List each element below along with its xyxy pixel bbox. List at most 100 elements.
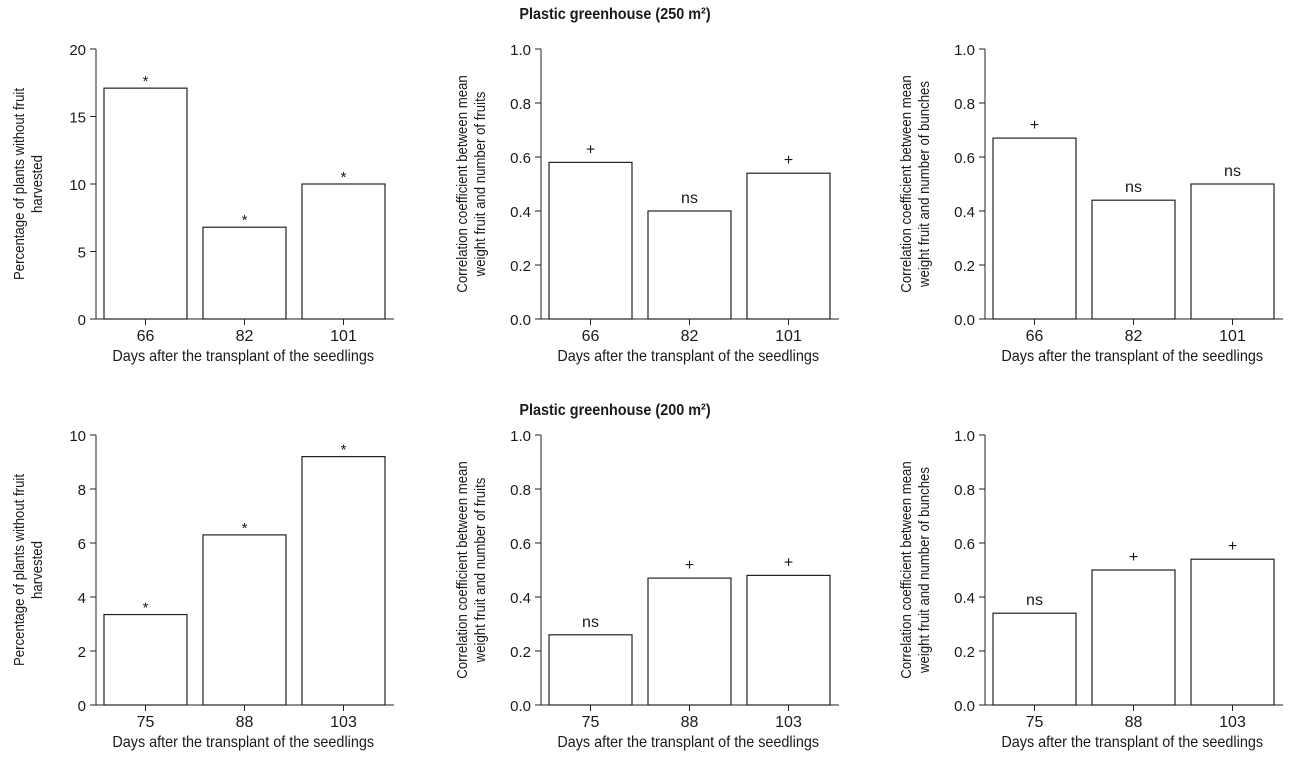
- y-tick-label: 10: [69, 428, 86, 445]
- chart-panel-3: 0 2 4 6 8 10 Percentage of plants without frui…: [10, 428, 394, 751]
- significance-label: ns: [1026, 592, 1043, 609]
- y-tick-label: 0.2: [510, 258, 531, 275]
- y-tick-label: 0.2: [954, 644, 975, 661]
- y-axis-title: weight fruit and number of fruits: [471, 478, 488, 664]
- x-tick-label: 88: [236, 714, 254, 731]
- significance-label: +: [1129, 549, 1138, 566]
- x-tick-label: 82: [681, 328, 699, 345]
- significance-label: *: [341, 442, 347, 459]
- x-tick-label: 66: [582, 328, 600, 345]
- y-tick-label: 0.0: [510, 312, 531, 329]
- bar: [992, 612, 1077, 706]
- y-tick-label: 1.0: [954, 428, 975, 445]
- chart-panel-1: 0.0 0.2 0.4 0.6 0.8 1.0 Correlation coefficien…: [453, 42, 839, 365]
- x-tick-label: 103: [775, 714, 802, 731]
- significance-label: *: [242, 212, 248, 229]
- y-axis-title: Percentage of plants without fruit: [10, 88, 27, 280]
- y-tick-label: 1.0: [510, 428, 531, 445]
- x-tick-label: 101: [330, 328, 357, 345]
- x-tick-label: 103: [1219, 714, 1246, 731]
- x-axis-title: Days after the transplant of the seedlin…: [1001, 347, 1263, 365]
- bar: [548, 161, 633, 320]
- significance-label: ns: [1125, 179, 1142, 196]
- significance-label: +: [784, 554, 793, 571]
- y-axis-title: Correlation coefficient between mean: [897, 75, 914, 292]
- y-tick-label: 0.6: [954, 150, 975, 167]
- y-tick-label: 20: [69, 42, 86, 59]
- bar: [202, 534, 287, 706]
- y-tick-label: 2: [78, 644, 86, 661]
- y-tick-label: 0: [78, 312, 86, 329]
- y-tick-label: 1.0: [510, 42, 531, 59]
- y-tick-label: 0.8: [510, 482, 531, 499]
- bar: [1091, 569, 1176, 706]
- y-tick-label: 0.6: [954, 536, 975, 553]
- significance-label: ns: [1224, 163, 1241, 180]
- y-tick-label: 0.4: [510, 204, 531, 221]
- y-axis-title: Percentage of plants without fruit: [10, 474, 27, 666]
- significance-label: +: [685, 557, 694, 574]
- y-axis-title: harvested: [28, 541, 45, 599]
- x-axis-title: Days after the transplant of the seedlin…: [112, 733, 374, 751]
- significance-label: *: [341, 169, 347, 186]
- x-tick-label: 101: [1219, 328, 1246, 345]
- bar: [1190, 183, 1275, 320]
- y-tick-label: 0.4: [954, 204, 975, 221]
- significance-label: *: [143, 73, 149, 90]
- bar: [746, 574, 831, 706]
- bar: [1190, 558, 1275, 706]
- y-axis-title: Correlation coefficient between mean: [453, 461, 470, 678]
- y-tick-label: 10: [69, 177, 86, 194]
- y-tick-label: 0.6: [510, 536, 531, 553]
- y-axis-title: weight fruit and number of bunches: [915, 81, 932, 288]
- x-tick-label: 66: [137, 328, 155, 345]
- significance-label: +: [586, 141, 595, 158]
- significance-label: ns: [582, 614, 599, 631]
- x-tick-label: 75: [137, 714, 155, 731]
- bar: [103, 613, 188, 706]
- x-axis-title: Days after the transplant of the seedlin…: [112, 347, 374, 365]
- x-tick-label: 66: [1026, 328, 1044, 345]
- row-title-top: Plastic greenhouse (250 m²): [519, 6, 711, 23]
- y-axis-title: Correlation coefficient between mean: [453, 75, 470, 292]
- bar: [301, 183, 386, 320]
- chart-panel-2: 0.0 0.2 0.4 0.6 0.8 1.0 Correlation coefficien…: [897, 42, 1283, 365]
- x-tick-label: 82: [236, 328, 254, 345]
- y-axis-title: weight fruit and number of bunches: [915, 467, 932, 674]
- significance-label: +: [1030, 117, 1039, 134]
- significance-label: +: [784, 152, 793, 169]
- significance-label: *: [242, 520, 248, 537]
- y-tick-label: 0.2: [954, 258, 975, 275]
- y-tick-label: 0.6: [510, 150, 531, 167]
- x-axis-title: Days after the transplant of the seedlin…: [1001, 733, 1263, 751]
- y-tick-label: 4: [78, 590, 86, 607]
- significance-label: ns: [681, 190, 698, 207]
- x-tick-label: 75: [582, 714, 600, 731]
- chart-panel-5: 0.0 0.2 0.4 0.6 0.8 1.0 Correlation coefficien…: [897, 428, 1283, 751]
- bar: [992, 137, 1077, 320]
- chart-panel-0: 0 5 10 15 20 Percentage of plants without fru…: [10, 42, 394, 365]
- bar: [1091, 199, 1176, 320]
- y-tick-label: 0.8: [510, 96, 531, 113]
- y-tick-label: 15: [69, 110, 86, 127]
- y-tick-label: 0.2: [510, 644, 531, 661]
- x-tick-label: 75: [1026, 714, 1044, 731]
- row-title-bottom: Plastic greenhouse (200 m²): [519, 402, 711, 419]
- y-tick-label: 0.0: [510, 698, 531, 715]
- x-tick-label: 88: [681, 714, 699, 731]
- x-tick-label: 103: [330, 714, 357, 731]
- y-tick-label: 0.4: [954, 590, 975, 607]
- y-tick-label: 8: [78, 482, 86, 499]
- significance-label: *: [143, 600, 149, 617]
- y-tick-label: 0.8: [954, 482, 975, 499]
- x-axis-title: Days after the transplant of the seedlin…: [557, 733, 819, 751]
- y-tick-label: 5: [78, 245, 86, 262]
- bar: [202, 226, 287, 320]
- y-tick-label: 1.0: [954, 42, 975, 59]
- bar: [647, 210, 732, 320]
- chart-panel-4: 0.0 0.2 0.4 0.6 0.8 1.0 Correlation coefficien…: [453, 428, 839, 751]
- y-axis-title: harvested: [28, 155, 45, 213]
- y-axis-title: weight fruit and number of fruits: [471, 92, 488, 278]
